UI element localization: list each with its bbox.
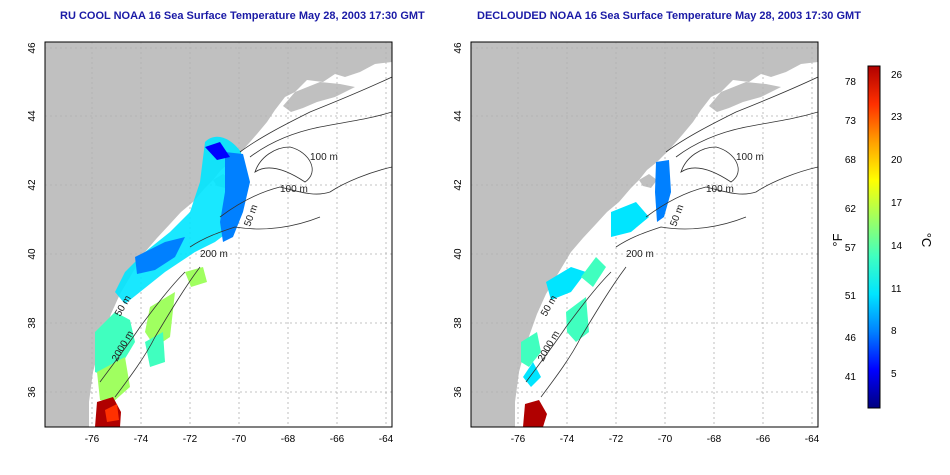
right-ytick: 44: [453, 110, 464, 122]
colorbar-fahrenheit-label: °F: [830, 233, 845, 246]
colorbar-f-tick: 57: [845, 243, 857, 254]
right-bathymetry-contours: [525, 76, 818, 398]
left-ytick: 36: [27, 386, 38, 398]
left-ytick: 42: [27, 179, 38, 191]
left-map-content: 100 m 100 m 50 m 200 m 50 m 2000 m: [45, 42, 392, 427]
right-xtick: -64: [805, 434, 820, 445]
left-xtick: -68: [281, 434, 296, 445]
left-xtick: -70: [232, 434, 247, 445]
left-contour-label-100m-mid: 100 m: [280, 184, 308, 195]
colorbar-f-tick: 68: [845, 155, 857, 166]
colorbar-f-tick: 46: [845, 333, 857, 344]
right-y-axis: 36 38 40 42 44 46: [453, 42, 464, 398]
left-x-axis: -76 -74 -72 -70 -68 -66 -64: [85, 434, 394, 445]
right-xtick: -72: [609, 434, 624, 445]
right-xtick: -74: [560, 434, 575, 445]
colorbar-c-tick: 17: [891, 198, 903, 209]
left-xtick: -64: [379, 434, 394, 445]
colorbar-c-tick: 14: [891, 241, 903, 252]
colorbar-f-tick: 78: [845, 77, 857, 88]
colorbar-f-tick: 51: [845, 291, 857, 302]
right-ytick: 46: [453, 42, 464, 54]
right-map-frame: [470, 41, 819, 428]
right-map-panel: 100 m 100 m 50 m 200 m 50 m 2000 m -76 -…: [453, 41, 820, 445]
right-contour-label-200m: 200 m: [626, 249, 654, 260]
colorbar-fahrenheit-ticks: 78 73 68 62 57 51 46 41: [845, 77, 857, 383]
left-bathymetry-contours: [99, 76, 392, 398]
left-map-title: RU COOL NOAA 16 Sea Surface Temperature …: [60, 10, 425, 22]
right-xtick: -76: [511, 434, 526, 445]
left-ytick: 40: [27, 248, 38, 260]
colorbar-c-tick: 20: [891, 155, 903, 166]
right-grid: [471, 42, 818, 427]
right-land-north-america: [471, 42, 818, 427]
left-ytick: 38: [27, 317, 38, 329]
colorbar-celsius-ticks: 26 23 20 17 14 11 8 5: [891, 70, 903, 380]
left-contour-label-100m-north: 100 m: [310, 152, 338, 163]
right-land-cape-cod: [639, 174, 657, 188]
right-ytick: 42: [453, 179, 464, 191]
right-ytick: 36: [453, 386, 464, 398]
right-contour-label-100m-mid: 100 m: [706, 184, 734, 195]
temperature-colorbar: 78 73 68 62 57 51 46 41 26 23 20 17 14 1…: [830, 65, 934, 409]
left-contour-label-200m: 200 m: [200, 249, 228, 260]
left-xtick: -76: [85, 434, 100, 445]
colorbar-f-tick: 62: [845, 204, 857, 215]
left-xtick: -74: [134, 434, 149, 445]
left-xtick: -66: [330, 434, 345, 445]
right-land-nova-scotia: [709, 82, 781, 112]
right-xtick: -66: [756, 434, 771, 445]
colorbar-celsius-label: °C: [919, 233, 934, 248]
left-y-axis: 36 38 40 42 44 46: [27, 42, 38, 398]
right-xtick: -70: [658, 434, 673, 445]
right-x-axis: -76 -74 -72 -70 -68 -66 -64: [511, 434, 820, 445]
colorbar-c-tick: 11: [891, 284, 902, 295]
colorbar-c-tick: 8: [891, 326, 897, 337]
left-xtick: -72: [183, 434, 198, 445]
colorbar-c-tick: 5: [891, 369, 897, 380]
colorbar-f-tick: 73: [845, 116, 857, 127]
left-map-panel: 100 m 100 m 50 m 200 m 50 m 2000 m -76 -…: [27, 41, 394, 445]
right-map-title: DECLOUDED NOAA 16 Sea Surface Temperatur…: [477, 10, 861, 22]
left-land-nova-scotia: [283, 82, 355, 112]
left-map-frame: [44, 41, 393, 428]
left-ytick: 46: [27, 42, 38, 54]
right-map-content: 100 m 100 m 50 m 200 m 50 m 2000 m: [471, 42, 818, 427]
right-xtick: -68: [707, 434, 722, 445]
colorbar-gradient: [867, 65, 881, 409]
left-ytick: 44: [27, 110, 38, 122]
right-ytick: 40: [453, 248, 464, 260]
right-contour-label-100m-north: 100 m: [736, 152, 764, 163]
colorbar-f-tick: 41: [845, 372, 857, 383]
left-sst-data: [95, 136, 250, 427]
colorbar-c-tick: 23: [891, 112, 903, 123]
right-ytick: 38: [453, 317, 464, 329]
right-sst-data: [521, 160, 671, 427]
colorbar-c-tick: 26: [891, 70, 903, 81]
left-grid: [45, 42, 392, 427]
left-land-north-america: [45, 42, 392, 427]
